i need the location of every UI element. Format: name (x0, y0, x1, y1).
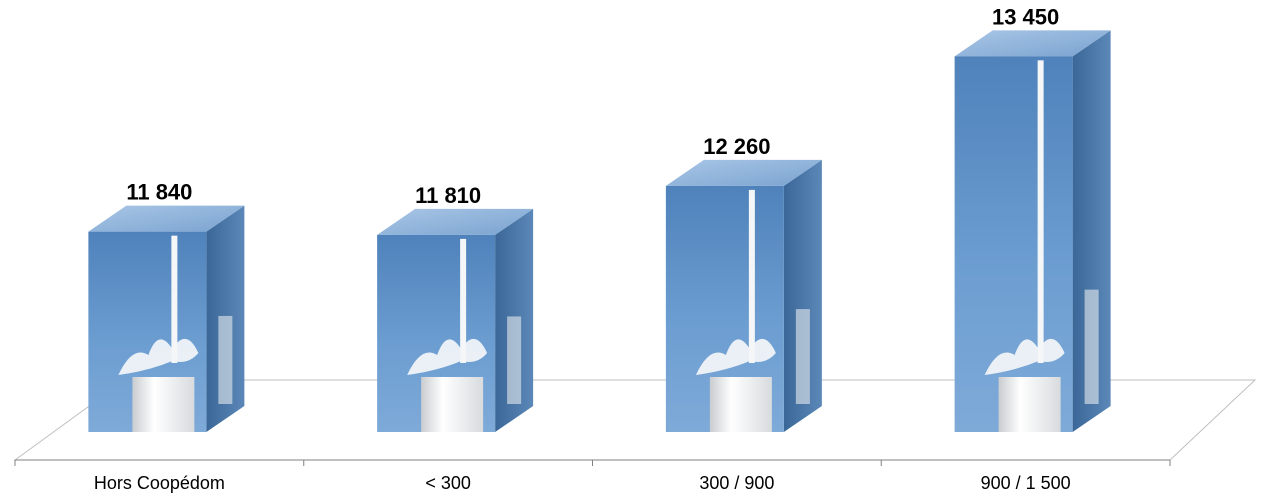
category-axis: Hors Coopédom < 300 300 / 900 900 / 1 500 (14, 459, 1171, 493)
bar-side-face (1072, 30, 1111, 432)
bar-front-face (954, 56, 1073, 432)
milk-splash (407, 338, 488, 375)
milk-glass (421, 377, 484, 432)
bar-top-face (377, 208, 534, 235)
bar-value-label: 11 840 (126, 180, 192, 205)
bar: 11 810 (377, 183, 534, 432)
x-tick-label: 300 / 900 (699, 473, 774, 493)
milk-glass (709, 377, 772, 432)
milk-reflection (507, 316, 522, 404)
milk-splash (984, 338, 1065, 375)
bar: 12 260 (665, 134, 822, 432)
bar-series: 11 840 11 810 12 260 13 450 (88, 4, 1111, 432)
milk-stream (748, 189, 755, 363)
bar: 13 450 (954, 4, 1111, 432)
milk-reflection (218, 315, 233, 404)
milk-splash (118, 338, 199, 375)
bar: 11 840 (88, 180, 245, 432)
milk-stream (1037, 60, 1044, 363)
x-tick-label: < 300 (425, 473, 471, 493)
milk-stream (171, 235, 178, 363)
x-tick-label: 900 / 1 500 (981, 473, 1071, 493)
bar-side-face (783, 159, 822, 432)
bar-top-face (88, 205, 245, 232)
bar-value-label: 12 260 (703, 134, 770, 159)
milk-glass (132, 377, 195, 432)
bar-top-face (954, 30, 1111, 57)
milk-reflection (1084, 289, 1099, 404)
milk-stream (460, 238, 467, 363)
bar-top-face (665, 159, 822, 186)
bar-value-label: 11 810 (415, 183, 481, 208)
x-tick-label: Hors Coopédom (94, 473, 225, 493)
milk-reflection (795, 309, 810, 404)
bar-value-label: 13 450 (992, 4, 1059, 29)
milk-glass (998, 377, 1061, 432)
milk-splash (695, 338, 776, 375)
